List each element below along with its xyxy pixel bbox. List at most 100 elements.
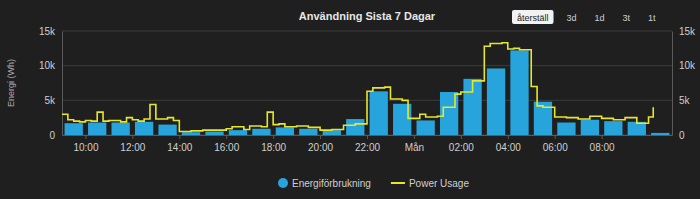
tick: 0: [49, 130, 62, 141]
tick-mark: [226, 135, 227, 139]
bar: [510, 50, 528, 135]
tick-label: 10k: [679, 60, 696, 71]
legend-item[interactable]: Energiförbrukning: [278, 178, 371, 189]
zoom-button[interactable]: 1t: [643, 10, 661, 24]
legend-item[interactable]: Power Usage: [391, 178, 469, 189]
tick-label: 5k: [679, 95, 691, 106]
grid-line: [62, 31, 672, 32]
tick: 04:00: [496, 135, 521, 153]
zoom-buttons: återställ 3d 1d 3t 1t: [512, 10, 661, 24]
bar: [604, 121, 622, 135]
axis-line: [672, 32, 673, 136]
tick: 15k: [672, 26, 696, 37]
bar: [346, 119, 364, 135]
button-label[interactable]: 3d: [567, 13, 577, 23]
tick-mark: [508, 135, 509, 139]
tick: 08:00: [590, 135, 615, 153]
bar: [65, 123, 83, 135]
button-label[interactable]: 3t: [623, 13, 631, 23]
button-label[interactable]: återställ: [517, 13, 549, 23]
tick-label: 10k: [39, 60, 56, 71]
tick-label: 18:00: [261, 142, 286, 153]
tick-label: 04:00: [496, 142, 521, 153]
tick-label: 12:00: [120, 142, 145, 153]
tick: 18:00: [261, 135, 286, 153]
legend-label[interactable]: Power Usage: [409, 178, 469, 189]
button-box[interactable]: [643, 10, 661, 24]
button-label[interactable]: 1t: [648, 13, 656, 23]
bar: [229, 130, 247, 135]
zoom-button[interactable]: 3d: [562, 10, 582, 24]
tick: 10k: [39, 60, 62, 71]
tick-label: 02:00: [449, 142, 474, 153]
tick-mark: [273, 135, 274, 139]
tick-label: 10:00: [73, 142, 98, 153]
tick-label: 20:00: [308, 142, 333, 153]
tick: 16:00: [214, 135, 239, 153]
tick-label: 08:00: [590, 142, 615, 153]
bar: [112, 123, 130, 135]
y2-axis: 0 5k 10k 15k: [672, 26, 696, 141]
button-box[interactable]: [562, 10, 582, 24]
zoom-button[interactable]: återställ: [512, 10, 554, 24]
tick-mark: [461, 135, 462, 139]
y-axis: 0 5k 10k 15k: [39, 26, 63, 141]
legend-marker[interactable]: [278, 178, 288, 188]
grid-line: [62, 65, 672, 66]
background: [0, 0, 700, 199]
tick-label: 16:00: [214, 142, 239, 153]
bar: [487, 68, 505, 135]
grid: [62, 31, 672, 135]
tick-mark: [602, 135, 603, 139]
tick: 12:00: [120, 135, 145, 153]
button-box[interactable]: [512, 10, 554, 24]
tick: 22:00: [355, 135, 380, 153]
legend: Energiförbrukning Power Usage: [278, 178, 469, 189]
bar: [276, 127, 294, 135]
tick: Mån: [405, 135, 424, 153]
legend-line[interactable]: [391, 182, 405, 184]
title: Användning Sista 7 Dagar: [299, 10, 436, 22]
tick: 06:00: [543, 135, 568, 153]
button-box[interactable]: [618, 10, 636, 24]
tick: 20:00: [308, 135, 333, 153]
tick: 0: [672, 130, 685, 141]
zoom-button[interactable]: 3t: [618, 10, 636, 24]
x-axis: 10:00 12:00 14:00 16:00 18:00 20:00 22:00 Mån 02…: [63, 135, 673, 153]
tick-mark: [132, 135, 133, 139]
bar: [581, 120, 599, 135]
tick-mark: [320, 135, 321, 139]
tick: 02:00: [449, 135, 474, 153]
tick: 10:00: [73, 135, 98, 153]
bar: [252, 129, 270, 135]
bar: [417, 120, 435, 135]
bar: [182, 132, 200, 135]
plot-area: [62, 43, 669, 135]
bar: [205, 132, 223, 135]
tick-label: 06:00: [543, 142, 568, 153]
tick-label: 5k: [44, 95, 56, 106]
tick: 14:00: [167, 135, 192, 153]
button-box[interactable]: [590, 10, 610, 24]
bar: [370, 91, 388, 135]
tick-mark: [367, 135, 368, 139]
tick: 5k: [44, 95, 62, 106]
tick-label: 15k: [679, 26, 696, 37]
button-label[interactable]: 1d: [595, 13, 605, 23]
tick-label: Mån: [405, 142, 424, 153]
bar: [299, 129, 317, 135]
chart: Användning Sista 7 Dagar återställ 3d 1d 3t 1…: [0, 0, 700, 199]
tick-mark: [414, 135, 415, 139]
tick-label: 0: [49, 130, 55, 141]
tick: 15k: [39, 26, 62, 37]
axis-line: [62, 32, 63, 136]
zoom-button[interactable]: 1d: [590, 10, 610, 24]
bar: [651, 133, 669, 135]
legend-label[interactable]: Energiförbrukning: [292, 178, 371, 189]
tick-label: 0: [679, 130, 685, 141]
line: [62, 43, 653, 132]
tick-label: 14:00: [167, 142, 192, 153]
bar: [88, 123, 106, 135]
bar: [557, 123, 575, 135]
tick: 5k: [672, 95, 691, 106]
